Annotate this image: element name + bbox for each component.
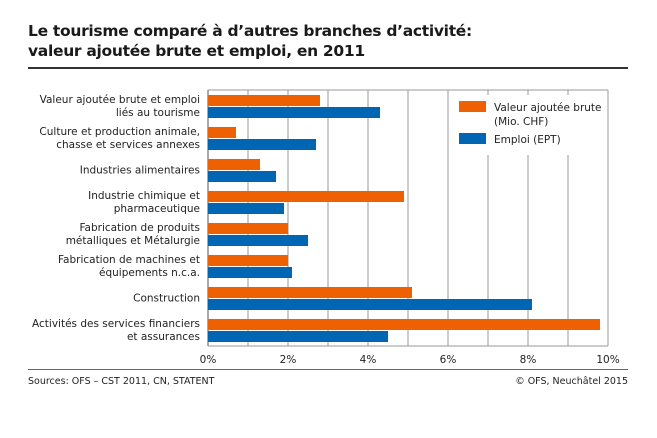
bar-valeur-ajoutee — [208, 319, 600, 330]
bar-valeur-ajoutee — [208, 191, 404, 202]
bar-emploi — [208, 235, 308, 246]
x-tick-label: 2% — [280, 354, 297, 366]
legend-swatch-valeur-ajoutee — [459, 101, 486, 112]
x-tick-label: 10% — [596, 354, 619, 366]
bar-valeur-ajoutee — [208, 223, 288, 234]
category-label: et assurances — [127, 331, 200, 343]
chart-title: Le tourisme comparé à d’autres branches … — [28, 21, 472, 61]
category-label: Fabrication de produits — [79, 222, 200, 234]
x-tick-label: 0% — [200, 354, 217, 366]
category-label: Industries alimentaires — [80, 165, 200, 177]
x-tick-label: 4% — [360, 354, 377, 366]
bar-emploi — [208, 107, 380, 118]
footer-rule — [28, 369, 628, 370]
category-label: Valeur ajoutée brute et emploi — [40, 94, 200, 106]
category-label: Construction — [133, 293, 200, 305]
category-label: Industrie chimique et — [88, 190, 200, 202]
bar-valeur-ajoutee — [208, 127, 236, 138]
bar-emploi — [208, 267, 292, 278]
category-label: pharmaceutique — [114, 203, 200, 215]
bar-emploi — [208, 331, 388, 342]
legend-swatch-emploi — [459, 133, 486, 144]
title-line-2: valeur ajoutée brute et emploi, en 2011 — [28, 42, 365, 60]
category-label: Fabrication de machines et — [58, 254, 200, 266]
category-label: Culture et production animale, — [39, 126, 200, 138]
title-line-1: Le tourisme comparé à d’autres branches … — [28, 22, 472, 40]
category-label: chasse et services annexes — [56, 139, 200, 151]
category-label: équipements n.c.a. — [99, 267, 200, 279]
x-tick-label: 8% — [520, 354, 537, 366]
bar-emploi — [208, 299, 532, 310]
bar-emploi — [208, 171, 276, 182]
legend-label: Emploi (EPT) — [494, 134, 561, 146]
title-rule — [28, 67, 628, 69]
bar-valeur-ajoutee — [208, 287, 412, 298]
category-label: Activités des services financiers — [32, 318, 200, 330]
copyright-note: © OFS, Neuchâtel 2015 — [515, 376, 628, 387]
legend-label: (Mio. CHF) — [494, 116, 548, 128]
legend-label: Valeur ajoutée brute — [494, 102, 602, 114]
bar-valeur-ajoutee — [208, 255, 288, 266]
bar-valeur-ajoutee — [208, 95, 320, 106]
source-note: Sources: OFS – CST 2011, CN, STATENT — [28, 376, 215, 387]
category-label: liés au tourisme — [116, 107, 200, 119]
bar-valeur-ajoutee — [208, 159, 260, 170]
x-tick-label: 6% — [440, 354, 457, 366]
bar-emploi — [208, 139, 316, 150]
bar-emploi — [208, 203, 284, 214]
category-label: métalliques et Métalurgie — [66, 235, 200, 247]
